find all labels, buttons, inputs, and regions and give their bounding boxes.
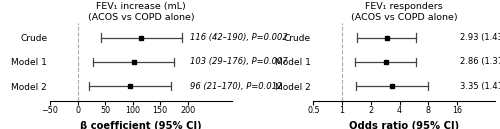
X-axis label: Odds ratio (95% CI): Odds ratio (95% CI) (349, 121, 459, 129)
Text: 2.86 (1.37–5.99), P=0.005: 2.86 (1.37–5.99), P=0.005 (460, 57, 500, 66)
Title: FEV₁ increase (mL)
(ACOS vs COPD alone): FEV₁ increase (mL) (ACOS vs COPD alone) (88, 2, 194, 22)
X-axis label: β coefficient (95% CI): β coefficient (95% CI) (80, 121, 202, 129)
Text: 3.35 (1.41–7.97), P=0.006: 3.35 (1.41–7.97), P=0.006 (460, 82, 500, 91)
Text: 116 (42–190), P=0.002: 116 (42–190), P=0.002 (190, 33, 288, 42)
Text: 103 (29–176), P=0.007: 103 (29–176), P=0.007 (190, 57, 288, 66)
Text: 96 (21–170), P=0.012: 96 (21–170), P=0.012 (190, 82, 282, 91)
Title: FEV₁ responders
(ACOS vs COPD alone): FEV₁ responders (ACOS vs COPD alone) (351, 2, 458, 22)
Text: 2.93 (1.43–6.01), P=0.003: 2.93 (1.43–6.01), P=0.003 (460, 33, 500, 42)
